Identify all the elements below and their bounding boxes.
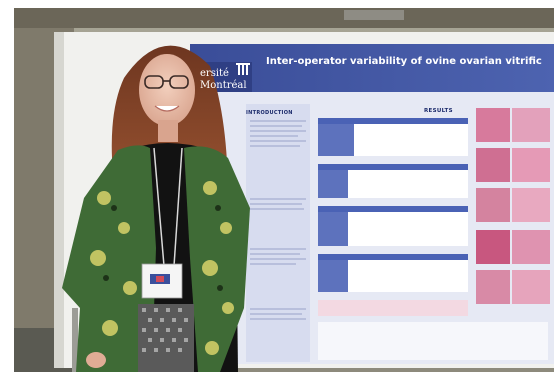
left-hand xyxy=(86,352,106,368)
poster-intro-column xyxy=(246,104,310,362)
poster-board-edge xyxy=(54,32,64,368)
scarf-pattern xyxy=(90,181,234,355)
photograph: Inter-operator variability of ovine ovar… xyxy=(14,8,554,372)
face xyxy=(139,54,195,126)
poster-results-tables xyxy=(318,118,548,360)
scarf-left xyxy=(62,145,156,372)
glasses-icon xyxy=(144,75,189,89)
poster-intro-text-lines xyxy=(250,120,306,320)
ceiling-light xyxy=(344,10,404,20)
name-badge-logo-accent xyxy=(156,276,164,282)
photo-scene xyxy=(14,8,554,372)
poster-board-leg xyxy=(72,308,78,372)
scarf-right xyxy=(184,146,250,372)
neck xyxy=(158,120,178,142)
lanyard-right xyxy=(173,147,183,267)
poster-histology-images xyxy=(476,108,550,304)
lanyard xyxy=(153,147,165,267)
skirt-pattern xyxy=(142,308,188,352)
ceiling-strip xyxy=(14,8,554,28)
smile xyxy=(154,105,180,112)
university-logo-icon xyxy=(236,63,250,75)
scarf-pattern-dark xyxy=(103,205,223,291)
